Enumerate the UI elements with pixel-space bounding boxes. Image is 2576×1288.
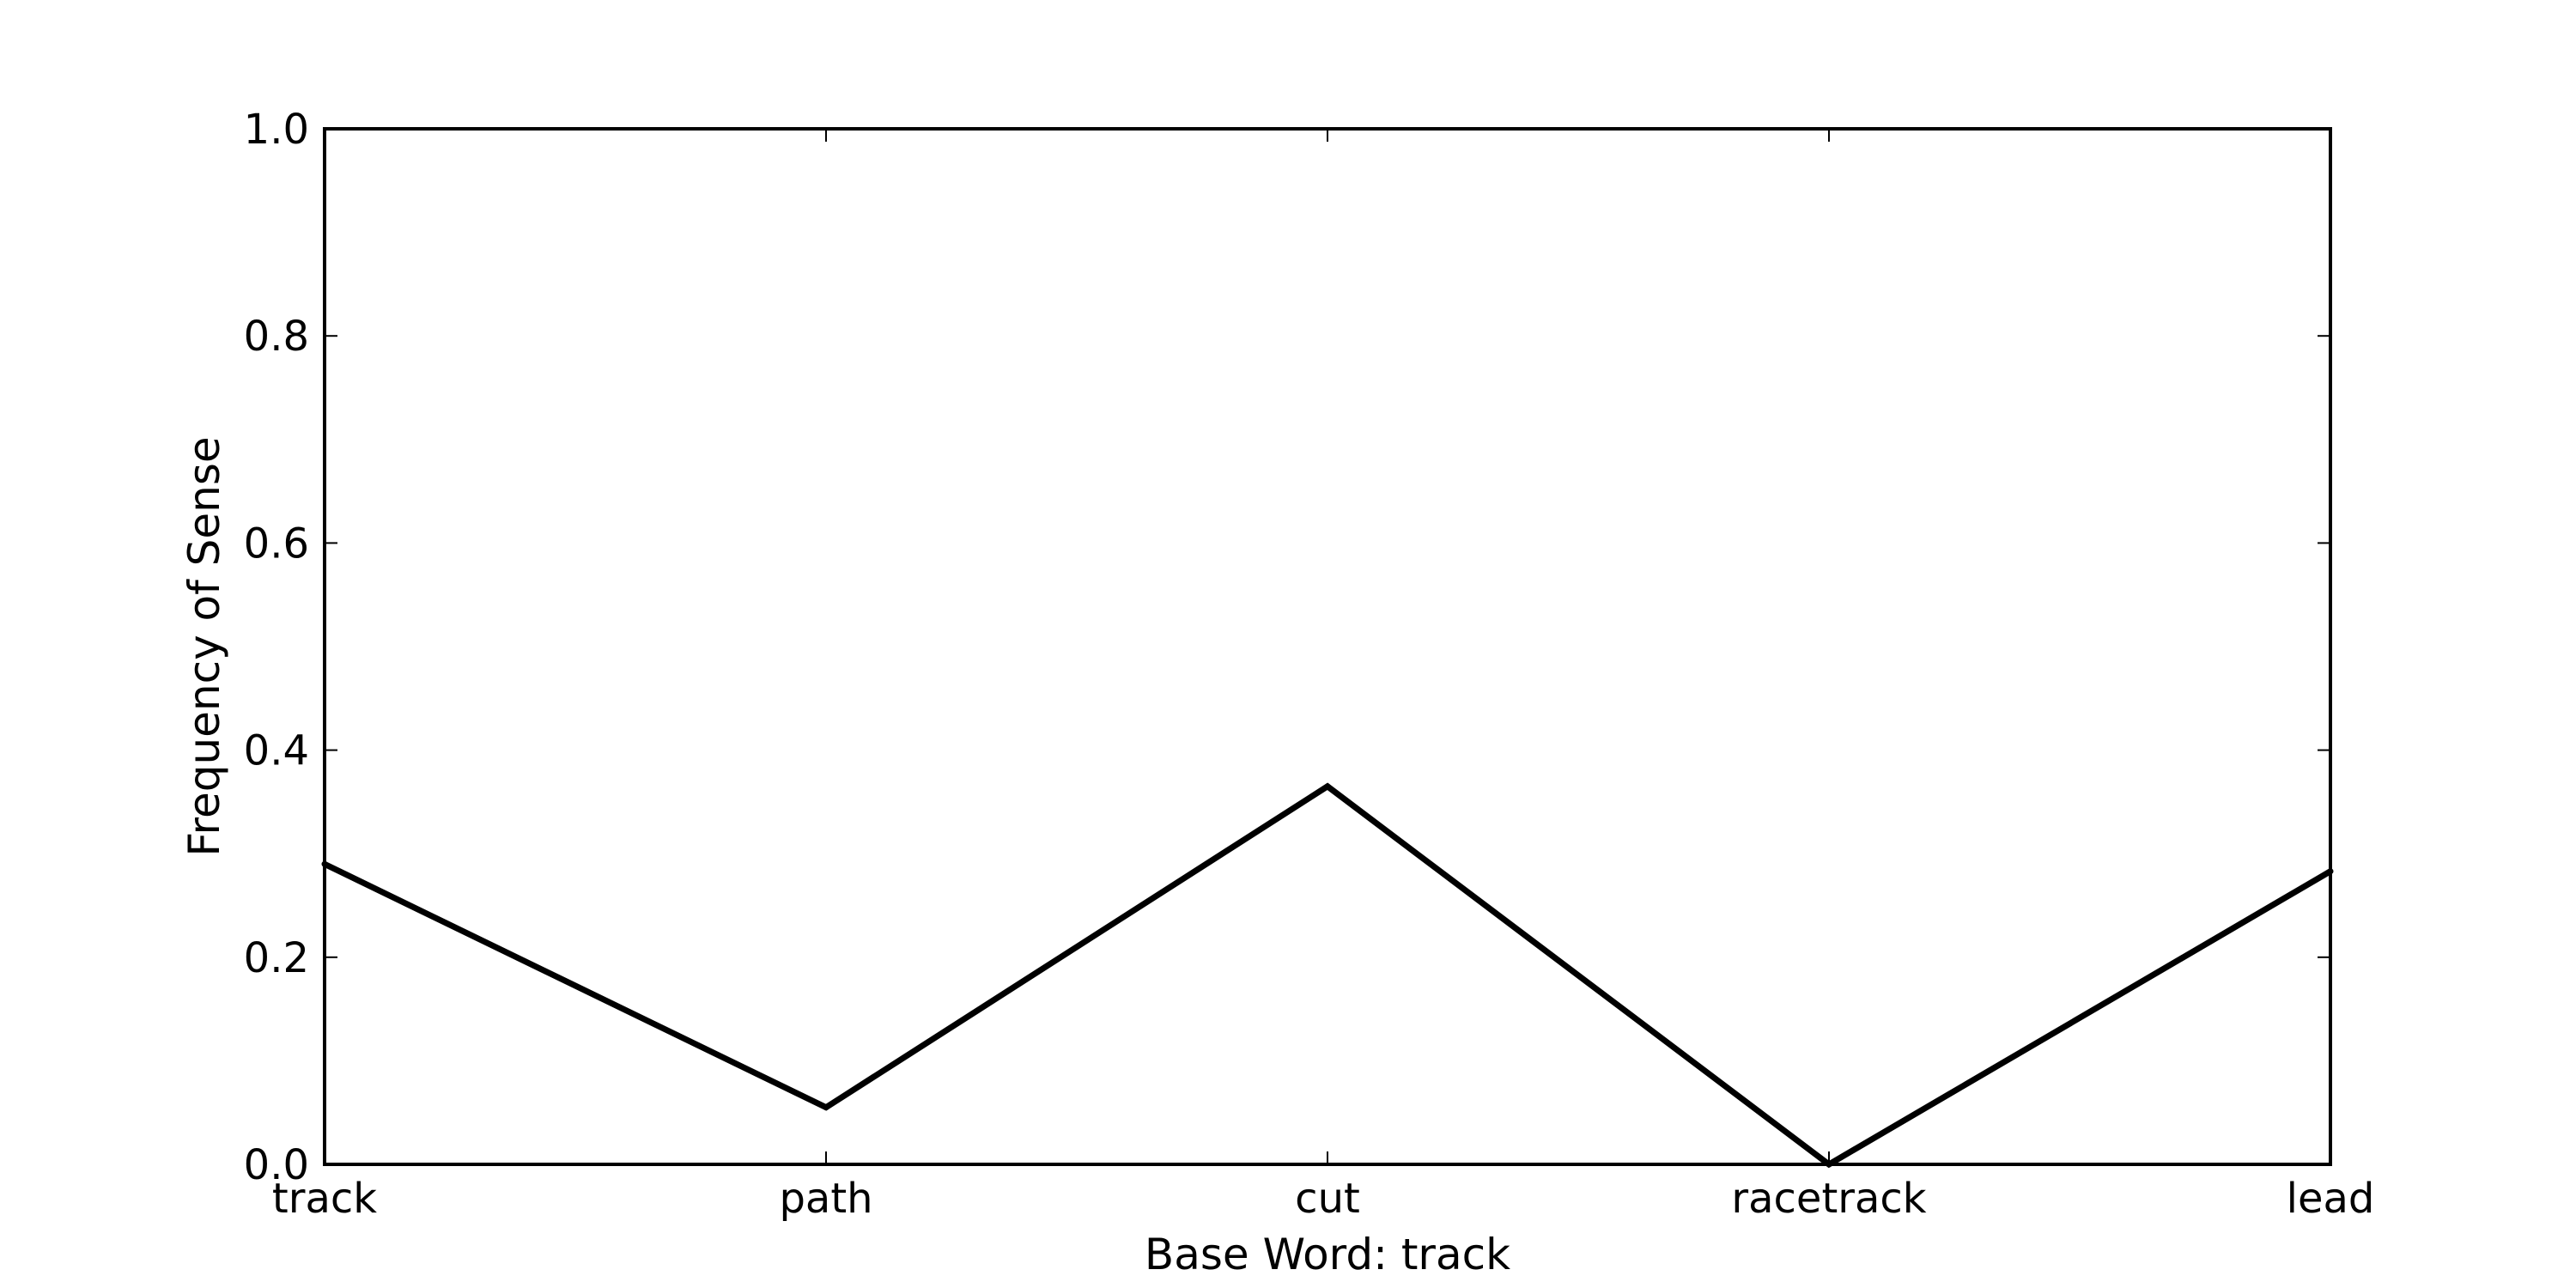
x-axis: track path cut racetrack lead [272,129,2374,1223]
y-tick-label: 0.4 [244,727,309,775]
y-tick-label: 0.6 [244,519,309,568]
x-tick-label: racetrack [1731,1175,1926,1223]
x-tick-label: cut [1295,1175,1360,1223]
data-point [1324,783,1331,790]
x-tick-label: path [779,1175,872,1223]
y-tick-label: 0.0 [244,1141,309,1189]
y-axis-label: Frequency of Sense [179,436,229,856]
x-tick-label: track [272,1175,377,1223]
plot-frame [323,127,2332,1166]
data-point [823,1104,829,1111]
x-axis-label: Base Word: track [1145,1230,1510,1279]
y-tick-label: 1.0 [244,106,309,154]
y-tick-label: 0.8 [244,313,309,361]
x-tick-label: lead [2287,1175,2375,1223]
y-tick-label: 0.2 [244,934,309,982]
y-axis: 0.0 0.2 0.4 0.6 0.8 1.0 [244,106,2330,1189]
